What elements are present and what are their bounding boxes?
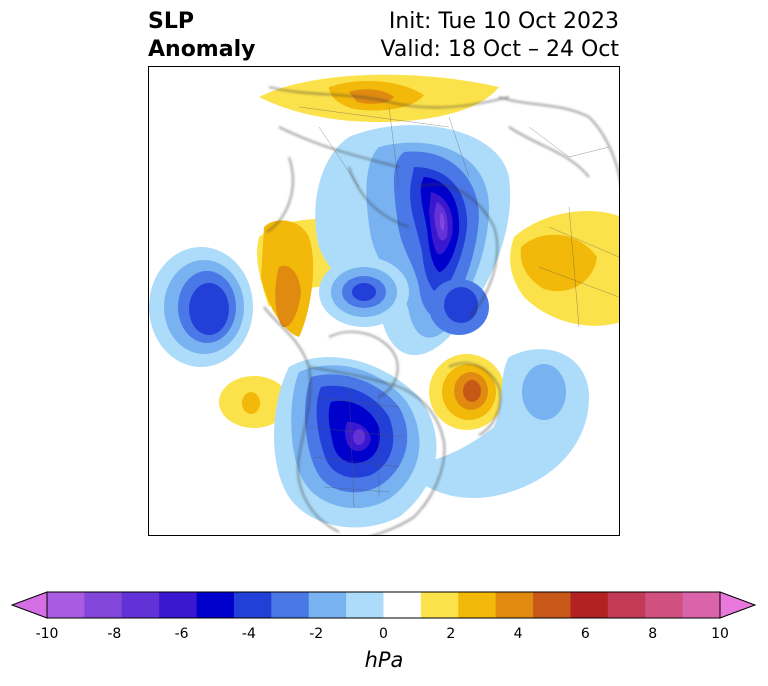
high-contour-3 [275,265,301,328]
colorbar-tick-label: -8 [107,626,122,642]
colorbar-tick-label: 6 [580,626,590,642]
title-variable-type: Anomaly [148,37,256,62]
colorbar-tick-label: -2 [309,626,324,642]
colorbar-box [84,592,123,618]
colorbar-tick-label: 4 [513,626,523,642]
slp-anomaly-map [148,66,620,536]
colorbar-box [121,592,160,618]
colorbar-box [607,592,646,618]
colorbar-box [271,592,310,618]
colorbar-tick-label: -10 [35,626,59,642]
colorbar [10,591,757,619]
valid-range: Valid: 18 Oct – 24 Oct [380,37,619,62]
colorbar-boxes [47,592,721,618]
colorbar-tick-label: 10 [711,626,729,642]
colorbar-box [233,592,272,618]
colorbar-tick-label: 8 [648,626,658,642]
forecast-dates: Init: Tue 10 Oct 2023 Valid: 18 Oct – 24… [381,8,619,64]
colorbar-box [47,592,85,618]
colorbar-box [533,592,571,618]
colorbar-outline [46,591,721,619]
colorbar-box [645,592,684,618]
colorbar-box [458,592,497,618]
colorbar-tick-label: 0 [379,626,388,642]
colorbar-box [196,592,235,618]
map-canvas [149,74,619,535]
colorbar-box [682,592,721,618]
political-borders [298,106,619,508]
map-title: SLP Anomaly [148,8,255,64]
colorbar-ticks: -10 -8 -6 -4 -2 0 2 4 6 8 10 [0,626,768,646]
colorbar-overflow [719,591,757,619]
colorbar-box [159,592,198,618]
colorbar-box [495,592,534,618]
colorbar-units: hPa [364,648,404,672]
colorbar-tick-label: 2 [446,626,456,642]
colorbar-box [420,592,459,618]
colorbar-underflow [10,591,48,619]
title-variable: SLP [148,9,194,34]
coastlines [263,86,619,535]
colorbar-box [346,592,384,618]
low-contour-4 [189,283,229,335]
colorbar-box [570,592,609,618]
init-date: Init: Tue 10 Oct 2023 [388,9,619,34]
anomaly-fills [149,74,619,528]
colorbar-tick-label: -6 [174,626,189,642]
colorbar-tick-label: -4 [241,626,256,642]
colorbar-box [308,592,347,618]
colorbar-box [383,592,422,618]
